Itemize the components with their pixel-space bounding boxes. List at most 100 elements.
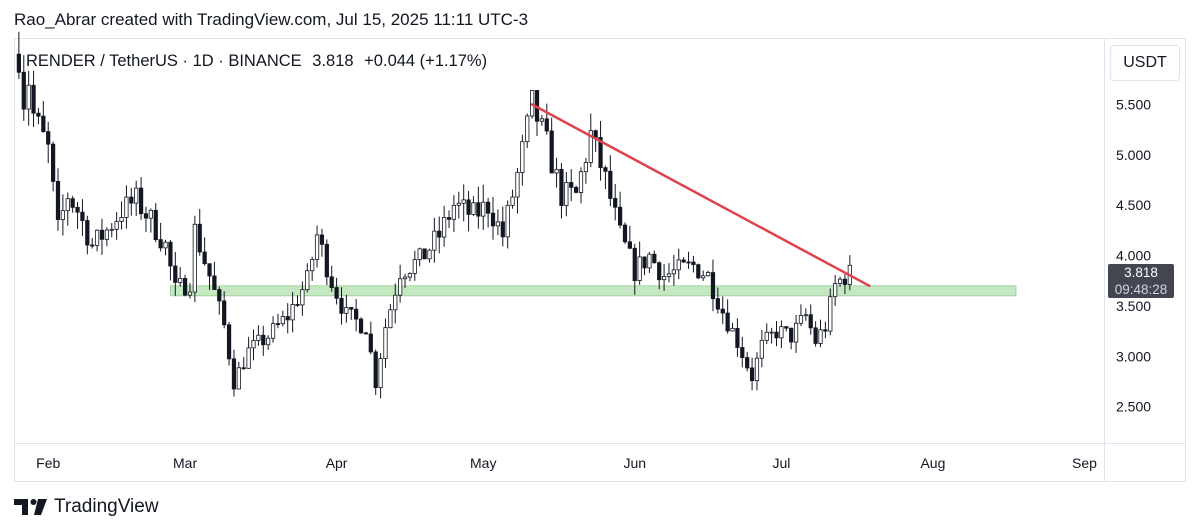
candle[interactable]: [168, 239, 173, 281]
candle[interactable]: [534, 89, 540, 137]
candle[interactable]: [461, 184, 466, 222]
candle[interactable]: [280, 310, 285, 327]
candle[interactable]: [256, 325, 261, 346]
candle[interactable]: [344, 294, 349, 323]
candle[interactable]: [725, 299, 730, 334]
candle[interactable]: [354, 299, 359, 332]
candle[interactable]: [847, 255, 852, 291]
candle[interactable]: [75, 202, 80, 229]
candle[interactable]: [236, 361, 241, 390]
candle[interactable]: [324, 239, 329, 286]
candle[interactable]: [661, 264, 667, 291]
candle[interactable]: [173, 251, 178, 296]
candle[interactable]: [559, 162, 564, 219]
candle[interactable]: [740, 336, 745, 368]
candle[interactable]: [583, 157, 588, 184]
candle[interactable]: [373, 349, 378, 395]
candle[interactable]: [31, 69, 36, 128]
candle[interactable]: [515, 167, 520, 214]
candle[interactable]: [793, 314, 799, 353]
candle[interactable]: [437, 216, 442, 254]
candle[interactable]: [803, 308, 808, 321]
candle[interactable]: [285, 303, 290, 334]
candle[interactable]: [241, 357, 246, 370]
support-zone[interactable]: [170, 285, 1017, 297]
candle[interactable]: [60, 194, 65, 236]
candle[interactable]: [266, 335, 271, 350]
candle[interactable]: [466, 190, 471, 232]
candle[interactable]: [182, 274, 188, 297]
candle[interactable]: [314, 225, 320, 268]
candle[interactable]: [549, 117, 554, 174]
candle[interactable]: [652, 250, 657, 264]
candle[interactable]: [769, 327, 774, 344]
candle[interactable]: [691, 255, 696, 273]
candle[interactable]: [295, 295, 300, 307]
candle[interactable]: [798, 304, 804, 327]
candle[interactable]: [222, 291, 227, 329]
candle[interactable]: [569, 169, 574, 202]
candle[interactable]: [363, 331, 369, 335]
candle[interactable]: [143, 206, 149, 233]
candle[interactable]: [608, 155, 613, 207]
candle[interactable]: [490, 196, 496, 240]
candle[interactable]: [754, 352, 760, 391]
candle[interactable]: [178, 266, 183, 287]
candle[interactable]: [231, 349, 237, 397]
candle[interactable]: [520, 134, 525, 186]
candle[interactable]: [358, 317, 364, 334]
candle[interactable]: [300, 281, 305, 316]
candle[interactable]: [104, 227, 109, 247]
tradingview-logo[interactable]: TradingView: [14, 496, 159, 518]
candle[interactable]: [329, 265, 334, 292]
candle[interactable]: [735, 318, 740, 357]
candle[interactable]: [246, 336, 251, 369]
candle[interactable]: [212, 261, 217, 290]
candle[interactable]: [666, 263, 672, 283]
candle[interactable]: [187, 283, 193, 299]
candle[interactable]: [705, 270, 711, 277]
candle[interactable]: [818, 319, 823, 348]
candle[interactable]: [451, 195, 457, 233]
candle[interactable]: [671, 254, 676, 286]
candle[interactable]: [207, 263, 212, 290]
candle[interactable]: [275, 313, 281, 329]
candle[interactable]: [510, 189, 515, 209]
candle[interactable]: [99, 218, 105, 255]
candle[interactable]: [41, 101, 46, 133]
candle[interactable]: [163, 239, 168, 256]
candle[interactable]: [310, 256, 315, 282]
candle[interactable]: [749, 357, 755, 391]
candle[interactable]: [290, 292, 295, 333]
candle[interactable]: [544, 103, 549, 135]
candle[interactable]: [319, 228, 325, 257]
candle[interactable]: [617, 191, 623, 229]
candle[interactable]: [339, 287, 344, 325]
candle[interactable]: [138, 177, 144, 220]
symbol-info[interactable]: RENDER / TetherUS · 1D · BINANCE: [26, 52, 302, 70]
candle[interactable]: [197, 208, 202, 256]
candle[interactable]: [696, 263, 701, 280]
candle[interactable]: [573, 185, 579, 194]
candle[interactable]: [539, 115, 545, 126]
candle[interactable]: [730, 322, 735, 332]
candle[interactable]: [251, 329, 256, 361]
candle[interactable]: [588, 113, 593, 168]
candle[interactable]: [202, 237, 207, 266]
candle[interactable]: [647, 251, 652, 273]
candle[interactable]: [564, 172, 569, 217]
candle[interactable]: [412, 250, 417, 281]
candle[interactable]: [745, 352, 750, 372]
candle[interactable]: [50, 141, 56, 192]
candle[interactable]: [85, 215, 90, 255]
candle[interactable]: [368, 321, 373, 355]
candle[interactable]: [715, 287, 720, 314]
candle[interactable]: [90, 238, 95, 249]
candle[interactable]: [55, 168, 61, 231]
candle[interactable]: [622, 222, 628, 244]
candle[interactable]: [476, 186, 481, 229]
candle[interactable]: [525, 113, 530, 149]
candle[interactable]: [305, 263, 310, 293]
candle[interactable]: [378, 353, 383, 399]
